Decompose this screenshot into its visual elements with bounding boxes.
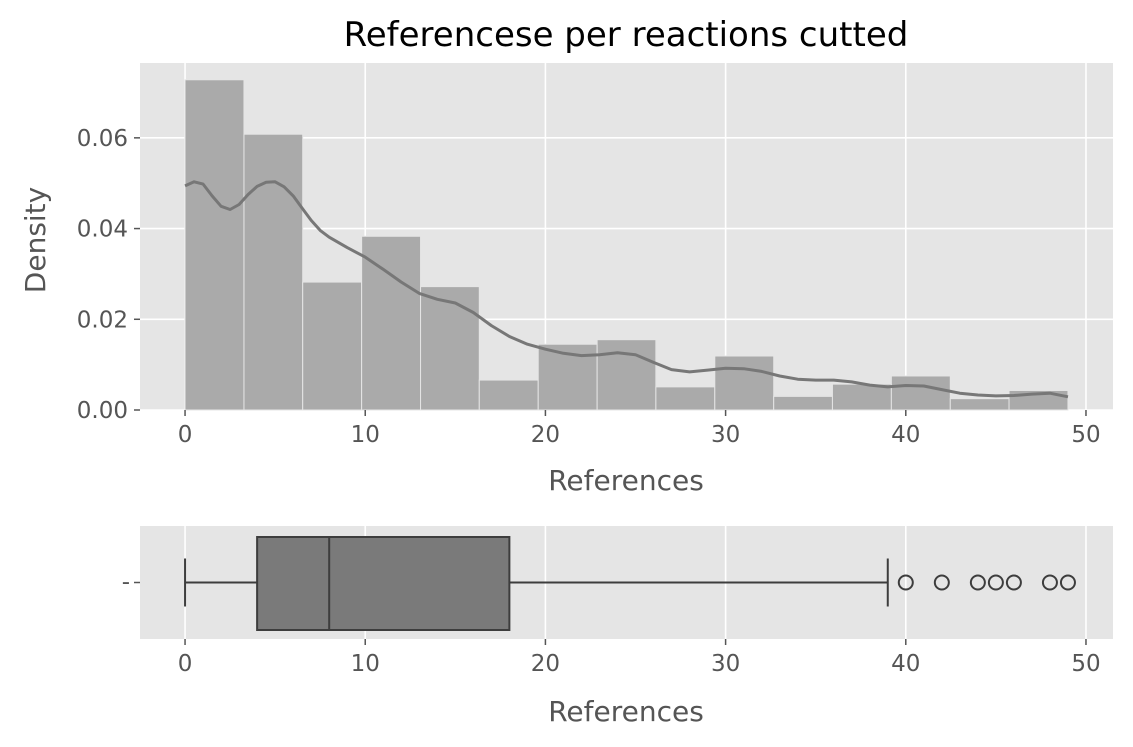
outlier-point xyxy=(1005,574,1022,591)
boxplot-ticks: 0 10 20 30 40 50 - xyxy=(122,570,1101,678)
histogram-bars xyxy=(184,79,1069,411)
kde-line xyxy=(184,180,1069,399)
histogram-bar xyxy=(243,133,304,411)
x-tick-label: 30 xyxy=(711,422,740,448)
x-tick-label: 0 xyxy=(178,651,193,677)
y-tick-label: 0.04 xyxy=(77,217,128,243)
histogram-bar xyxy=(184,79,245,411)
outlier-point xyxy=(933,574,950,591)
y-tick-label: 0.02 xyxy=(77,307,128,333)
outlier-point xyxy=(1059,574,1076,591)
outlier-point xyxy=(897,574,914,591)
x-tick-label: 0 xyxy=(178,422,193,448)
outlier-point xyxy=(1041,574,1058,591)
x-tick-label: 40 xyxy=(891,651,920,677)
histogram-bar xyxy=(302,281,363,411)
histogram-bar xyxy=(714,355,775,411)
histogram-bar xyxy=(831,383,892,411)
outlier-point xyxy=(987,574,1004,591)
histogram-bar xyxy=(478,379,539,411)
x-tick-label: 50 xyxy=(1071,422,1100,448)
boxplot-x-axis-label: References xyxy=(548,695,704,728)
histogram-bar xyxy=(361,235,422,411)
histogram-y-axis-label: Density xyxy=(19,187,52,293)
chart-title: Referencese per reactions cutted xyxy=(344,15,909,55)
x-tick-label: 20 xyxy=(531,422,560,448)
histogram-bar xyxy=(596,339,657,411)
x-tick-label: 10 xyxy=(351,422,380,448)
outlier-point xyxy=(969,574,986,591)
histogram-bar xyxy=(890,375,951,411)
x-tick-label: 20 xyxy=(531,651,560,677)
histogram-bar xyxy=(655,386,716,411)
x-tick-label: 30 xyxy=(711,651,740,677)
histogram-x-axis-label: References xyxy=(548,464,704,497)
histogram-ticks: 0 10 20 30 40 50 0.00 0.02 0.04 0.06 xyxy=(77,126,1101,448)
interquartile-box xyxy=(256,536,511,631)
x-tick-label: 40 xyxy=(891,422,920,448)
y-tick-label: 0.00 xyxy=(77,398,128,424)
boxplot-marks xyxy=(184,536,1076,631)
x-tick-label: 10 xyxy=(351,651,380,677)
histogram-bar xyxy=(773,395,833,411)
y-tick-label: - xyxy=(122,570,130,596)
histogram-bar xyxy=(949,398,1010,411)
y-tick-label: 0.06 xyxy=(77,126,128,152)
histogram-bar xyxy=(420,286,480,411)
x-tick-label: 50 xyxy=(1071,651,1100,677)
